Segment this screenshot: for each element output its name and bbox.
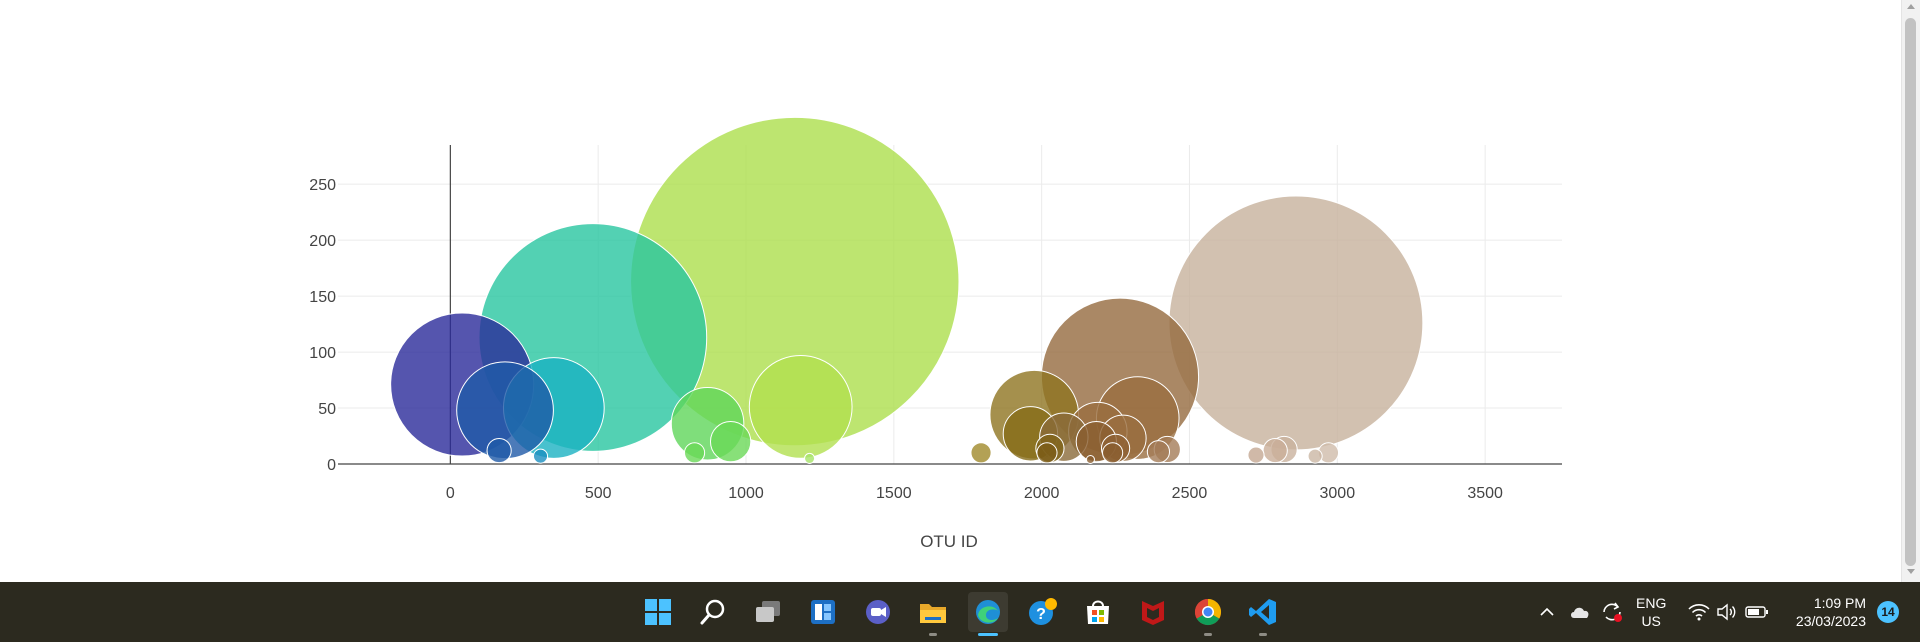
data-bubble [1307, 448, 1323, 464]
language-code: ENG [1636, 595, 1667, 611]
data-bubble [1085, 454, 1095, 465]
active-indicator [978, 633, 998, 636]
show-hidden-icons-chevron-icon[interactable] [1538, 582, 1556, 642]
start-icon[interactable] [638, 592, 678, 632]
data-bubble [1168, 195, 1424, 451]
notification-badge[interactable]: 14 [1877, 601, 1899, 623]
data-bubble [1036, 442, 1058, 464]
teams-icon[interactable] [858, 592, 898, 632]
running-indicator [1204, 633, 1212, 636]
bubble-chart: 0 500 1000 1500 2000 2500 3000 3500 0 50 100 150 200… [309, 116, 1562, 551]
data-bubble [748, 355, 853, 459]
x-tick-label: 1500 [876, 485, 912, 502]
x-axis-title: OTU ID [920, 532, 978, 551]
y-tick-label: 200 [309, 233, 336, 250]
sync-icon[interactable] [1600, 582, 1624, 642]
running-indicator [1259, 633, 1267, 636]
vertical-scrollbar[interactable] [1901, 0, 1920, 582]
clock-date: 23/03/2023 [1795, 613, 1866, 629]
data-bubble [1262, 437, 1288, 464]
wifi-icon[interactable] [1688, 582, 1710, 642]
battery-icon[interactable] [1745, 582, 1769, 642]
x-tick-label: 0 [446, 485, 455, 502]
y-tick-label: 150 [309, 289, 336, 306]
region-code: US [1641, 613, 1661, 629]
chrome-icon[interactable] [1188, 592, 1228, 636]
y-tick-label: 0 [327, 457, 336, 474]
onedrive-cloud-icon[interactable] [1569, 582, 1591, 642]
x-tick-label: 2500 [1172, 485, 1208, 502]
running-indicator [929, 633, 937, 636]
store-icon[interactable] [1078, 592, 1118, 632]
data-bubble [1102, 442, 1124, 464]
x-tick-label: 3000 [1320, 485, 1356, 502]
data-bubble [683, 442, 706, 464]
scroll-down-arrow-icon[interactable] [1907, 569, 1915, 574]
x-tick-label: 500 [585, 485, 612, 502]
clock[interactable]: 1:09 PM 23/03/2023 [1788, 582, 1866, 642]
data-bubble [532, 448, 549, 464]
scroll-thumb[interactable] [1905, 18, 1916, 566]
file-explorer-icon[interactable] [913, 592, 953, 636]
x-tick-label: 3500 [1467, 485, 1503, 502]
data-bubble [709, 420, 752, 463]
data-bubble [1247, 446, 1265, 464]
scroll-up-arrow-icon[interactable] [1907, 4, 1915, 9]
data-bubble [486, 437, 512, 464]
search-icon[interactable] [693, 592, 733, 632]
y-tick-label: 250 [309, 177, 336, 194]
windows-taskbar: ? ENG US 1:09 PM 23/03/2023 14 [0, 582, 1920, 642]
svg-text:?: ? [1036, 606, 1046, 623]
chart-bubbles [390, 116, 1424, 465]
data-bubble [804, 452, 816, 464]
task-view-icon[interactable] [748, 592, 788, 632]
vscode-icon[interactable] [1243, 592, 1283, 636]
data-bubble [1146, 440, 1171, 464]
language-indicator[interactable]: ENG US [1636, 582, 1666, 642]
widgets-icon[interactable] [803, 592, 843, 632]
chart-tick-labels: 0 500 1000 1500 2000 2500 3000 3500 0 50 100 150 200… [309, 177, 1503, 502]
mcafee-icon[interactable] [1133, 592, 1173, 632]
tips-icon[interactable]: ? [1023, 592, 1063, 632]
data-bubble [970, 442, 992, 464]
y-tick-label: 100 [309, 345, 336, 362]
x-tick-label: 1000 [728, 485, 764, 502]
volume-icon[interactable] [1716, 582, 1738, 642]
clock-time: 1:09 PM [1813, 595, 1866, 611]
edge-icon[interactable] [968, 592, 1008, 636]
x-tick-label: 2000 [1024, 485, 1060, 502]
y-tick-label: 50 [318, 401, 336, 418]
